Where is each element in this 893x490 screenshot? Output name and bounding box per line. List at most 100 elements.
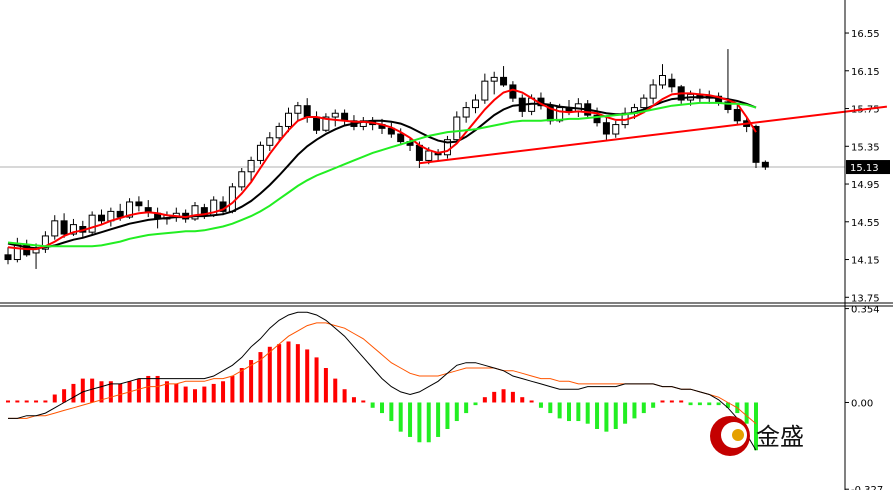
candle-down (509, 84, 517, 99)
macd-bar-negative (754, 402, 758, 451)
macd-bar-positive (267, 346, 272, 403)
candle-up (275, 125, 283, 139)
macd-bar-positive (277, 344, 282, 403)
candle-up (285, 112, 292, 127)
price-tick-label: 16.15 (851, 67, 880, 78)
macd-bar-negative (641, 402, 646, 414)
candle-up (425, 150, 433, 161)
candle-down (135, 201, 143, 207)
candle-down (668, 78, 676, 88)
macd-bar-positive (314, 357, 319, 403)
candle-down (752, 125, 760, 163)
macd-bar-positive (146, 375, 151, 403)
macd-bar-positive (183, 386, 188, 403)
macd-bar-positive (361, 400, 366, 403)
macd-tick-label: 0.354 (851, 305, 880, 316)
candle-down (415, 144, 423, 161)
jinsheng-logo-icon-dot (732, 429, 744, 441)
macd-bar-positive (34, 400, 39, 403)
macd-bar-positive (679, 400, 684, 403)
moving-average-line-3 (7, 101, 757, 248)
price-tick-label: 14.15 (851, 256, 880, 267)
macd-bar-negative (426, 402, 431, 443)
candle-up (238, 171, 246, 188)
macd-bar-negative (398, 402, 403, 432)
candle-up (126, 201, 134, 218)
macd-bar-negative (473, 402, 478, 406)
candle-down (733, 108, 741, 122)
macd-bar-positive (510, 391, 515, 403)
macd-bar-positive (211, 383, 216, 403)
macd-bar-negative (725, 402, 730, 408)
candle-up (247, 159, 255, 173)
candle-up (659, 75, 666, 86)
macd-bar-positive (258, 352, 263, 403)
macd-bar-negative (688, 402, 693, 406)
candle-up (481, 80, 489, 101)
macd-bar-positive (62, 389, 67, 403)
candle-up (640, 97, 648, 109)
macd-bar-negative (548, 402, 553, 414)
candle-up (266, 137, 274, 146)
candle-up (256, 144, 264, 161)
macd-bar-positive (520, 397, 525, 403)
macd-bar-positive (660, 400, 665, 403)
macd-bar-negative (707, 402, 712, 406)
candle-down (144, 207, 152, 212)
candle-up (294, 105, 302, 114)
current-price-label: 15.13 (850, 163, 879, 174)
price-tick-label: 16.55 (851, 29, 880, 40)
macd-bar-positive (174, 383, 179, 403)
macd-bar-positive (43, 400, 48, 403)
candle-up (453, 116, 461, 141)
candle-down (724, 101, 732, 110)
candle-up (51, 220, 59, 237)
candle-down (98, 214, 105, 222)
macd-bar-positive (136, 378, 141, 403)
macd-bar-negative (576, 402, 581, 422)
candle-down (303, 105, 311, 118)
price-tick-label: 14.55 (851, 218, 880, 229)
macd-bar-negative (454, 402, 459, 422)
macd-bar-negative (716, 402, 721, 406)
macd-bar-negative (370, 402, 375, 408)
candle-down (593, 114, 601, 124)
macd-bar-positive (482, 397, 487, 403)
logo-text: 金盛 (756, 423, 804, 451)
macd-bar-positive (80, 378, 85, 403)
macd-bar-negative (585, 402, 590, 424)
macd-bar-positive (230, 375, 235, 403)
macd-bar-positive (529, 400, 534, 403)
macd-bar-negative (417, 402, 422, 443)
candle-down (500, 76, 508, 86)
macd-bar-positive (501, 389, 506, 403)
macd-bar-positive (295, 344, 300, 403)
macd-bar-positive (155, 375, 160, 403)
candle-up (191, 205, 199, 220)
macd-bar-positive (24, 400, 29, 403)
macd-bar-negative (436, 402, 441, 437)
price-panel: 16.5516.1515.7515.3514.9514.5514.1513.75… (0, 29, 890, 304)
moving-average-line-1 (7, 96, 757, 250)
macd-bar-negative (604, 402, 609, 432)
candle-up (612, 124, 620, 135)
macd-bar-positive (342, 389, 347, 403)
macd-bar-positive (90, 378, 95, 403)
candle-up (41, 235, 49, 250)
macd-bar-positive (221, 381, 226, 403)
macd-bar-negative (623, 402, 628, 424)
macd-bar-positive (108, 381, 113, 403)
macd-bar-positive (193, 389, 197, 403)
macd-bar-negative (632, 402, 637, 419)
macd-bar-negative (595, 402, 600, 429)
macd-bar-negative (651, 402, 656, 408)
candle-up (88, 214, 96, 233)
macd-line (8, 311, 757, 451)
candle-down (761, 161, 769, 168)
macd-bar-positive (71, 383, 76, 403)
macd-bar-negative (408, 402, 413, 437)
macd-bar-positive (249, 360, 254, 403)
macd-bar-positive (492, 391, 497, 403)
macd-bar-positive (202, 386, 207, 403)
